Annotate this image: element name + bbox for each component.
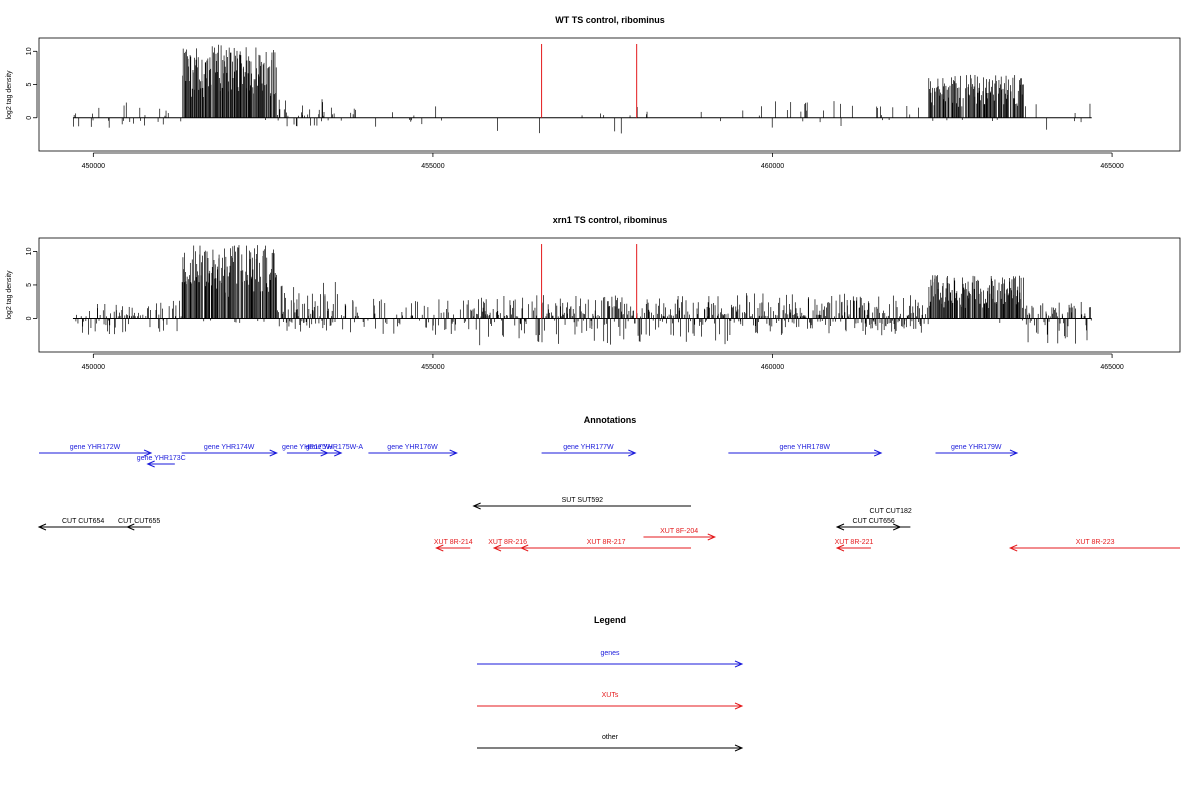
- feature-label: gene YHR178W: [780, 444, 831, 451]
- feature-label: CUT CUT656: [853, 518, 895, 525]
- feature-label: gene YHR175W: [282, 444, 333, 451]
- feature-label: gene YHR173C: [137, 455, 186, 462]
- legend-label: XUTs: [602, 692, 619, 699]
- feature-arrow: [728, 449, 883, 457]
- feature-arrow: [368, 449, 458, 457]
- feature-label: CUT CUT654: [62, 518, 104, 525]
- axes: 0 5 10 450000 455000 460000 465000: [26, 47, 1124, 170]
- legend-arrow: [477, 660, 744, 668]
- feature-label: gene YHR179W: [951, 444, 1002, 451]
- y-tick-label: 10: [26, 247, 33, 255]
- legend-label: genes: [600, 650, 620, 657]
- feature-arrow: [835, 544, 871, 552]
- legend: Legend genes XUTs other: [477, 615, 744, 752]
- marker-lines: [541, 43, 638, 118]
- x-tick-label: 450000: [82, 163, 105, 170]
- x-tick-label: 455000: [421, 163, 444, 170]
- x-tick-label: 465000: [1100, 163, 1123, 170]
- track-title: xrn1 TS control, ribominus: [553, 215, 668, 225]
- feature-arrow: [126, 523, 152, 531]
- x-tick-label: 465000: [1100, 364, 1123, 371]
- legend-items: genes XUTs other: [477, 650, 744, 752]
- x-tick-label: 460000: [761, 364, 784, 371]
- feature-arrow: [181, 449, 278, 457]
- y-axis-label: log2 tag density: [6, 70, 13, 120]
- feature-arrow: [435, 544, 471, 552]
- feature-label: gene YHR174W: [204, 444, 255, 451]
- track-title: WT TS control, ribominus: [555, 15, 665, 25]
- feature-arrow: [935, 449, 1019, 457]
- feature-label: XUT 8R-214: [434, 539, 473, 546]
- feature-arrow: [492, 544, 522, 552]
- feature-arrow: [327, 449, 343, 457]
- legend-label: other: [602, 734, 619, 741]
- feature-label: SUT SUT592: [562, 497, 604, 504]
- legend-title: Legend: [594, 615, 626, 625]
- legend-arrow: [477, 702, 744, 710]
- y-tick-label: 10: [26, 47, 33, 55]
- plot-frame: [38, 37, 1181, 152]
- track-wt: WT TS control, ribominus log2 tag densit…: [6, 15, 1181, 170]
- feature-arrow: [519, 544, 691, 552]
- annotations-title: Annotations: [584, 415, 637, 425]
- feature-arrow: [39, 449, 153, 457]
- feature-arrow: [643, 533, 717, 541]
- feature-arrow: [146, 460, 175, 468]
- feature-label: gene YHR172W: [70, 444, 121, 451]
- x-tick-label: 450000: [82, 364, 105, 371]
- y-tick-label: 5: [26, 82, 33, 86]
- feature-label: XUT 8R-221: [835, 539, 874, 546]
- feature-label: gene YHR176W: [387, 444, 438, 451]
- feature-arrow: [37, 523, 128, 531]
- marker-lines: [541, 244, 638, 319]
- y-axis-label: log2 tag density: [6, 270, 13, 320]
- feature-arrow: [835, 523, 911, 531]
- track-xrn1: xrn1 TS control, ribominus log2 tag dens…: [6, 215, 1181, 371]
- feature-list: gene YHR172W gene YHR173C gene YHR174W gene…: [37, 444, 1180, 552]
- feature-arrow: [472, 502, 691, 510]
- feature-label: XUT 8R-223: [1076, 539, 1115, 546]
- y-tick-label: 0: [26, 316, 33, 320]
- feature-label: XUT 8F-204: [660, 528, 698, 535]
- density-bars: [72, 245, 1092, 346]
- x-tick-label: 455000: [421, 364, 444, 371]
- feature-label: XUT 8R-216: [488, 539, 527, 546]
- feature-arrow: [1008, 544, 1180, 552]
- legend-arrow: [477, 744, 744, 752]
- feature-label: gene YHR175W-A: [306, 444, 364, 451]
- y-tick-label: 0: [26, 116, 33, 120]
- y-tick-label: 5: [26, 283, 33, 287]
- feature-label: XUT 8R-217: [587, 539, 626, 546]
- feature-label: gene YHR177W: [563, 444, 614, 451]
- x-tick-label: 460000: [761, 163, 784, 170]
- density-bars: [72, 44, 1092, 134]
- axes: 0 5 10 450000 455000 460000 465000: [26, 247, 1124, 371]
- plot-frame: [38, 237, 1181, 353]
- feature-arrow: [541, 449, 637, 457]
- feature-label: CUT CUT182: [870, 508, 912, 515]
- feature-label: CUT CUT655: [118, 518, 160, 525]
